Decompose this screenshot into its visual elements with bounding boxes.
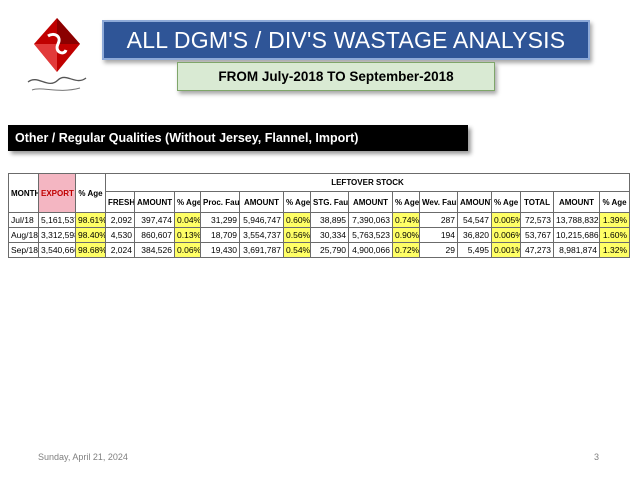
table-cell: 98.68% [75, 242, 106, 258]
table-cell: 4,530 [105, 227, 135, 243]
footer-date: Sunday, April 21, 2024 [38, 452, 128, 462]
table-cell: 53,767 [520, 227, 554, 243]
table-cell: 0.54% [283, 242, 311, 258]
logo-mark-icon [27, 18, 87, 91]
table-cell: 8,981,874 [553, 242, 600, 258]
table-cell: 1.39% [598, 212, 631, 228]
table-cell: 54,547 [457, 212, 492, 228]
table-cell: 72,573 [520, 212, 554, 228]
col-total: TOTAL [520, 191, 554, 213]
section-heading: Other / Regular Qualities (Without Jerse… [8, 125, 468, 151]
table-cell: 10,215,686 [553, 227, 600, 243]
table-cell: 3,554,737 [239, 227, 284, 243]
table-cell: 0.13% [174, 227, 201, 243]
table-cell: 0.001% [491, 242, 521, 258]
table-cell: 19,430 [200, 242, 240, 258]
table-cell: 0.72% [392, 242, 420, 258]
table-cell: 98.61% [75, 212, 106, 228]
table-cell: 0.74% [392, 212, 420, 228]
table-cell: 1.32% [598, 242, 631, 258]
table-cell: 3,540,666 [38, 242, 76, 258]
table-cell: 25,790 [310, 242, 349, 258]
col-export: EXPORT [38, 173, 76, 213]
table-cell: 0.60% [283, 212, 311, 228]
table-cell: 5,946,747 [239, 212, 284, 228]
table-cell: 0.005% [491, 212, 521, 228]
table-cell: 287 [419, 212, 458, 228]
table-row: Sep/18 3,540,666 98.68% 2,024 384,526 0.… [8, 242, 631, 258]
table-cell: 4,900,066 [348, 242, 393, 258]
table-cell: Aug/18 [8, 227, 39, 243]
table-cell: Jul/18 [8, 212, 39, 228]
table-cell: 397,474 [134, 212, 175, 228]
col-proc-pct: % Age [283, 191, 311, 213]
table-cell: 1.60% [598, 227, 631, 243]
page-title: ALL DGM'S / DIV'S WASTAGE ANALYSIS [102, 20, 590, 60]
col-fresh-pct: % Age [174, 191, 201, 213]
table-cell: 38,895 [310, 212, 349, 228]
col-wev-pct: % Age [491, 191, 521, 213]
table-row: Aug/18 3,312,598 98.40% 4,530 860,607 0.… [8, 227, 631, 243]
table-cell: 0.90% [392, 227, 420, 243]
table-cell: 0.006% [491, 227, 521, 243]
leftover-stock-header: LEFTOVER STOCK [104, 173, 631, 192]
table-cell: 2,024 [105, 242, 135, 258]
table-cell: 3,691,787 [239, 242, 284, 258]
table-cell: 18,709 [200, 227, 240, 243]
table-cell: 384,526 [134, 242, 175, 258]
table-cell: 194 [419, 227, 458, 243]
wastage-table: MONTH EXPORT % Age LEFTOVER STOCK FRESH … [8, 173, 631, 258]
table-cell: 0.56% [283, 227, 311, 243]
table-cell: 2,092 [105, 212, 135, 228]
col-stg-amount: AMOUNT [348, 191, 393, 213]
company-logo [18, 14, 96, 98]
col-month: MONTH [8, 173, 39, 213]
col-wev-fault: Wev. Fault [419, 191, 458, 213]
table-cell: 13,788,832 [553, 212, 600, 228]
table-cell: 98.40% [75, 227, 106, 243]
col-export-pct: % Age [75, 173, 106, 213]
col-wev-amount: AMOUNT [457, 191, 492, 213]
table-cell: 5,161,537 [38, 212, 76, 228]
col-total-amount: AMOUNT [553, 191, 600, 213]
col-stg-pct: % Age [392, 191, 420, 213]
table-cell: 31,299 [200, 212, 240, 228]
col-fresh: FRESH [105, 191, 135, 213]
page-number: 3 [594, 452, 600, 462]
table-cell: 860,607 [134, 227, 175, 243]
table-cell: 47,273 [520, 242, 554, 258]
col-proc-amount: AMOUNT [239, 191, 284, 213]
period-subtitle: FROM July-2018 TO September-2018 [177, 62, 495, 91]
col-total-pct: % Age [598, 191, 631, 213]
table-cell: 36,820 [457, 227, 492, 243]
table-cell: Sep/18 [8, 242, 39, 258]
table-cell: 7,390,063 [348, 212, 393, 228]
table-cell: 5,495 [457, 242, 492, 258]
col-fresh-amount: AMOUNT [134, 191, 175, 213]
table-cell: 0.04% [174, 212, 201, 228]
col-stg-fault: STG. Fault [310, 191, 349, 213]
table-row: Jul/18 5,161,537 98.61% 2,092 397,474 0.… [8, 212, 631, 228]
table-cell: 3,312,598 [38, 227, 76, 243]
table-cell: 30,334 [310, 227, 349, 243]
table-cell: 5,763,523 [348, 227, 393, 243]
table-cell: 0.06% [174, 242, 201, 258]
col-proc-fault: Proc. Fault [200, 191, 240, 213]
table-cell: 29 [419, 242, 458, 258]
